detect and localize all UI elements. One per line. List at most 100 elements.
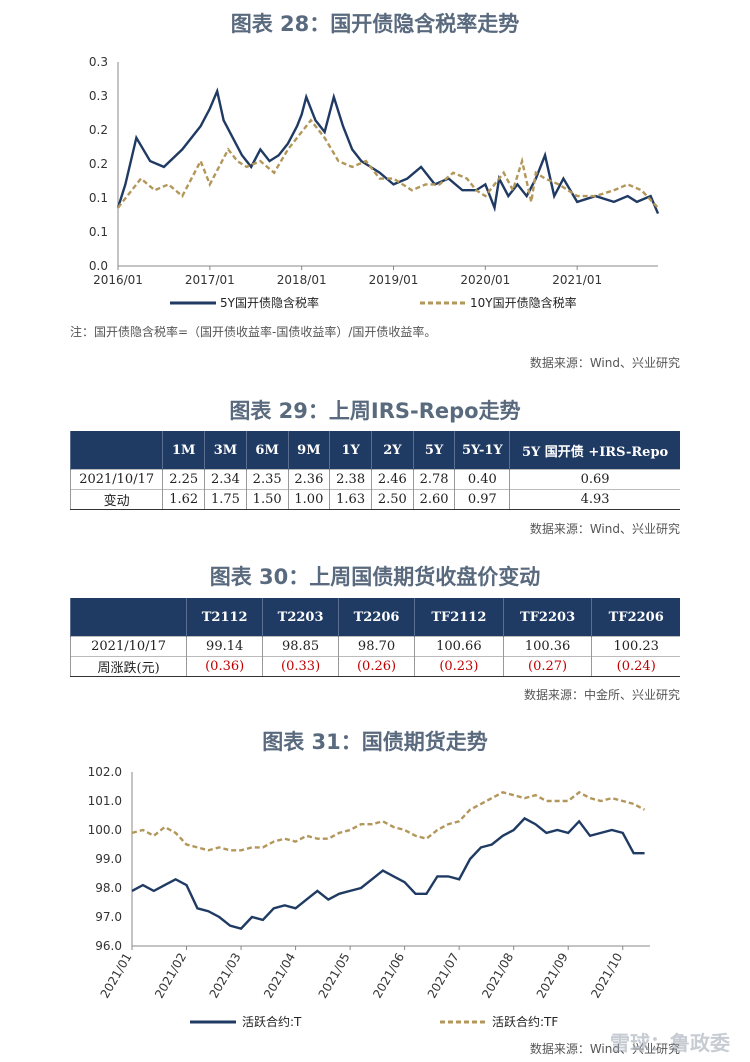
table-cell: 0.97 [454,489,510,510]
table-cell: (0.23) [414,656,504,677]
y-tick-label: 98.0 [95,881,122,895]
table-cell: (0.27) [502,656,592,677]
column-header: 1M [162,431,205,470]
y-tick-label: 99.0 [95,852,122,866]
irs-repo-table: 1M 3M 6M 9M 1Y 2Y 5Y 5Y-1Y 5Y 国开债 +IRS-Repo 2021/… [69,431,680,510]
table-cell: 2.50 [370,489,414,510]
table-cell: 0.40 [454,469,510,490]
series-2-line [117,118,659,209]
table-row: 变动 1.62 1.75 1.50 1.00 1.63 2.50 2.60 0.97 4.93 [69,489,680,510]
table-cell: 2.78 [412,469,455,490]
y-tick-label: 100.0 [88,823,122,837]
x-tick-label: 2021/10 [588,951,625,1001]
column-header [69,598,187,637]
x-tick-label: 2021/09 [534,951,571,1001]
column-header: 2Y [370,431,414,470]
legend-label: 5Y国开债隐含税率 [220,295,319,310]
fig28-source: 数据来源：Wind、兴业研究 [529,356,680,370]
column-header: 9M [287,431,330,470]
y-tick-label: 96.0 [95,939,122,953]
table-cell: 100.36 [502,636,592,657]
table-cell: 周涨跌(元) [69,656,187,677]
x-tick-label: 2021/01 [98,951,135,1001]
x-tick-label: 2020/01 [460,273,510,287]
x-tick-label: 2019/01 [369,273,419,287]
table-cell: 2.60 [412,489,455,510]
fig31-chart: 96.0 97.0 98.0 99.0 100.0 101.0 102.0 2021/01 20… [88,765,650,1029]
series-2-line [131,790,646,852]
table-cell: 1.50 [245,489,289,510]
table-cell: 1.75 [204,489,247,510]
table-cell: 2.36 [287,469,330,490]
table-cell: 2021/10/17 [69,636,187,657]
x-tick-label: 2021/06 [370,951,407,1001]
column-header: T2206 [338,598,415,637]
table-cell: 1.63 [329,489,372,510]
table-cell: (0.26) [338,656,415,677]
fig30-source: 数据来源：中金所、兴业研究 [523,688,680,702]
table-cell: 2.25 [162,469,205,490]
x-tick-label: 2021/08 [479,951,516,1001]
column-header: T2203 [262,598,339,637]
y-tick-label: 0.1 [89,225,108,239]
table-cell: (0.36) [186,656,263,677]
y-tick-label: 0.2 [89,123,108,137]
column-header: 5Y [412,431,455,470]
table-cell: 99.14 [186,636,263,657]
table-cell: 2.38 [329,469,372,490]
x-tick-label: 2021/01 [552,273,602,287]
fig28-note: 注：国开债隐含税率=（国开债收益率-国债收益率）/国开债收益率。 [70,325,437,339]
table-cell: 2.34 [204,469,247,490]
y-tick-label: 0.3 [89,89,108,103]
x-tick-label: 2021/02 [152,951,189,1001]
futures-close-table: T2112 T2203 T2206 TF2112 TF2203 TF2206 2021/10… [69,598,680,677]
legend-label: 10Y国开债隐含税率 [470,295,577,310]
column-header: TF2112 [414,598,504,637]
legend-label: 活跃合约:T [242,1014,302,1029]
table-cell: 98.70 [338,636,415,657]
y-tick-label: 0.1 [89,191,108,205]
y-tick-label: 101.0 [88,794,122,808]
x-tick-label: 2021/03 [207,951,244,1001]
series-1-line [131,816,645,930]
table-cell: (0.24) [591,656,680,677]
table-cell: 变动 [69,489,163,510]
x-tick-label: 2021/07 [425,951,462,1001]
column-header: 5Y 国开债 +IRS-Repo [509,431,680,470]
fig31-title: 图表 31：国债期货走势 [262,730,488,754]
x-tick-label: 2017/01 [185,273,235,287]
column-header: 5Y-1Y [454,431,510,470]
x-tick-label: 2021/05 [316,951,353,1001]
table-row: 2021/10/17 2.25 2.34 2.35 2.36 2.38 2.46 2.78 0.… [69,469,680,490]
table-cell: 2.35 [245,469,289,490]
table-cell: 0.69 [509,469,680,490]
x-tick-label: 2021/04 [261,951,298,1001]
column-header: TF2206 [591,598,680,637]
y-tick-label: 102.0 [88,765,122,779]
fig28-title: 图表 28：国开债隐含税率走势 [230,12,520,36]
series-1-line [116,87,660,215]
fig31-source: 数据来源：Wind、兴业研究 [529,1042,680,1056]
y-tick-label: 0.3 [89,55,108,69]
column-header: 3M [204,431,247,470]
y-tick-label: 0.0 [89,259,108,273]
column-header: TF2203 [502,598,592,637]
table-cell: 1.62 [162,489,205,510]
fig28-chart: 0.0 0.1 0.1 0.2 0.2 0.3 0.3 2016/01 2017/01 2018/… [89,55,660,310]
table-row: 周涨跌(元) (0.36) (0.33) (0.26) (0.23) (0.27) (0.2… [69,656,680,677]
column-header: 1Y [329,431,372,470]
table-cell: 2.46 [370,469,414,490]
fig30-title: 图表 30：上周国债期货收盘价变动 [209,565,541,589]
table-row: 2021/10/17 99.14 98.85 98.70 100.66 100.36 100… [69,636,680,657]
table-cell: 100.66 [414,636,504,657]
fig29-source: 数据来源：Wind、兴业研究 [529,522,680,536]
y-tick-label: 0.2 [89,157,108,171]
column-header [69,431,163,470]
table-cell: 2021/10/17 [69,469,163,490]
table-cell: 4.93 [509,489,680,510]
watermark: 雪球：鲁政委 [610,1031,730,1055]
fig29-title: 图表 29：上周IRS-Repo走势 [229,399,521,423]
x-tick-label: 2018/01 [277,273,327,287]
legend-label: 活跃合约:TF [492,1014,558,1029]
table-cell: 100.23 [591,636,680,657]
